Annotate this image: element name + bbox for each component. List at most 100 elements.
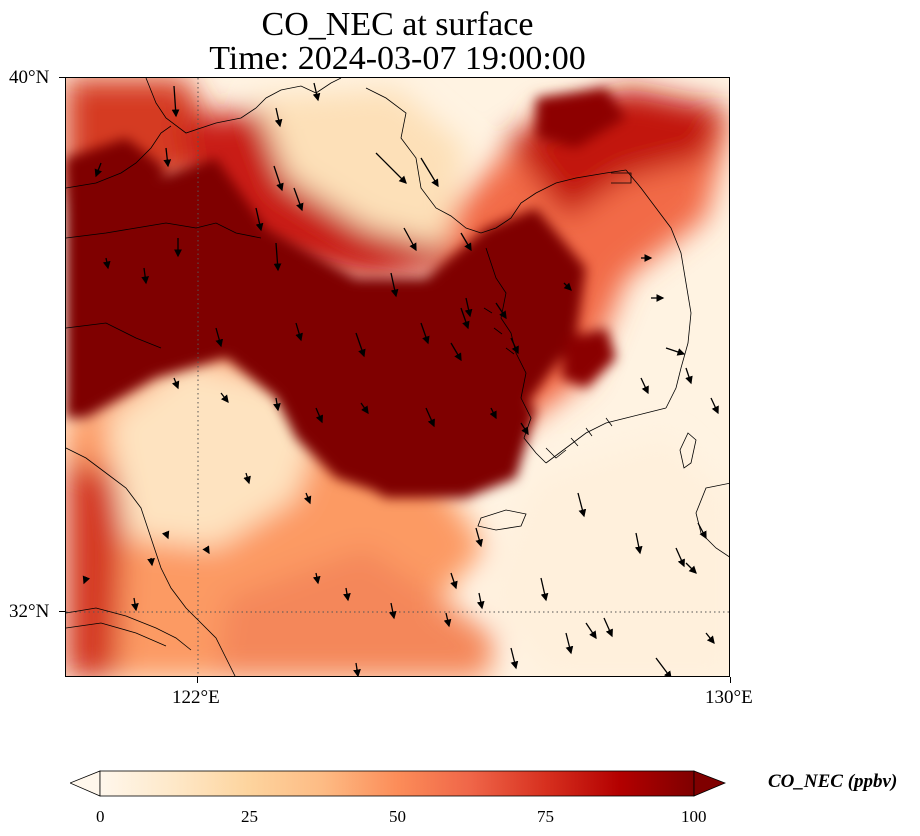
wind-vector bbox=[163, 147, 172, 168]
wind-vector bbox=[171, 377, 180, 390]
coastline-jeju bbox=[477, 509, 527, 531]
wind-vector bbox=[603, 617, 613, 638]
wind-vector bbox=[82, 575, 91, 585]
coastline-china-east bbox=[66, 447, 236, 676]
wind-vector bbox=[520, 422, 529, 436]
wind-vector bbox=[685, 562, 697, 574]
wind-vector bbox=[355, 332, 366, 358]
wind-vector bbox=[243, 472, 251, 485]
wind-vector bbox=[403, 227, 417, 252]
wind-vector bbox=[202, 545, 210, 555]
wind-vector bbox=[390, 272, 399, 298]
wind-vector bbox=[697, 522, 707, 540]
coastline-kyushu bbox=[695, 482, 729, 558]
colorbar-extend-max bbox=[693, 770, 726, 797]
co-concentration-field bbox=[66, 78, 729, 676]
coastline-yangtze-inner bbox=[66, 622, 167, 647]
wind-vector bbox=[274, 107, 283, 128]
wind-vector bbox=[131, 597, 139, 612]
wind-vector bbox=[705, 632, 715, 645]
wind-vector bbox=[420, 157, 439, 188]
wind-vector bbox=[563, 282, 572, 291]
tickmark-40N bbox=[59, 77, 65, 78]
colorbar-extend-min bbox=[70, 770, 101, 797]
field-pale-plume bbox=[106, 358, 326, 548]
wind-vector bbox=[293, 187, 304, 212]
colorbar-tick-100: 100 bbox=[681, 807, 707, 826]
wind-vector bbox=[443, 612, 452, 628]
figure-title-line-1: CO_NEC at surface bbox=[261, 6, 534, 43]
wind-vector bbox=[460, 232, 472, 252]
wind-vector bbox=[476, 592, 485, 610]
wind-vector bbox=[640, 377, 649, 395]
gridlines bbox=[66, 78, 729, 676]
wind-vector bbox=[220, 392, 229, 404]
wind-vector bbox=[353, 662, 361, 676]
wind-vector bbox=[420, 322, 430, 345]
coastline-korea-east bbox=[625, 169, 692, 409]
field-darkred-north-edge bbox=[66, 138, 166, 208]
field-pale-north bbox=[256, 88, 466, 248]
wind-vector bbox=[540, 577, 549, 602]
wind-vector bbox=[464, 297, 473, 318]
wind-vector bbox=[388, 602, 397, 620]
field-red-west bbox=[66, 458, 126, 676]
wind-vector bbox=[273, 242, 282, 272]
colorbar-gradient bbox=[99, 770, 695, 797]
field-pale-southeast bbox=[486, 438, 729, 676]
wind-vector bbox=[510, 337, 519, 355]
colorbar-title: CO_NEC (ppbv) bbox=[768, 771, 898, 792]
wind-vector bbox=[460, 307, 470, 330]
wind-vector bbox=[375, 152, 407, 184]
wind-vector bbox=[343, 587, 351, 602]
wind-vector bbox=[295, 322, 303, 342]
wind-vector bbox=[312, 572, 321, 585]
colorbar-tick-50: 50 bbox=[389, 807, 406, 826]
tickmark-130E bbox=[730, 677, 731, 683]
coastline-yangtze-estuary bbox=[66, 607, 192, 651]
coastline-dmz bbox=[611, 172, 632, 184]
wind-vector bbox=[171, 85, 180, 118]
coastline-bohai-west bbox=[66, 125, 172, 189]
field-orange-south bbox=[216, 548, 496, 676]
map-canvas bbox=[66, 78, 729, 676]
field-darkred-east-patch bbox=[561, 328, 616, 388]
wind-vector bbox=[215, 327, 224, 348]
colorbar bbox=[70, 770, 726, 797]
wind-vector bbox=[425, 407, 435, 428]
wind-vector bbox=[710, 397, 719, 415]
wind-vector bbox=[475, 527, 484, 548]
lat-label-40N: 40°N bbox=[9, 67, 50, 88]
wind-vector bbox=[255, 207, 264, 232]
wind-vector bbox=[675, 547, 685, 568]
coastline-shandong bbox=[66, 222, 262, 239]
wind-vector bbox=[489, 407, 497, 420]
tickmark-122E bbox=[197, 677, 198, 683]
coastline-islands-southwest-korea bbox=[545, 417, 613, 459]
wind-vector bbox=[273, 165, 284, 192]
wind-vector bbox=[655, 657, 672, 676]
wind-vector bbox=[634, 532, 643, 555]
coastline-yellow-sea-north bbox=[365, 87, 627, 234]
coastline-korea-west bbox=[485, 247, 547, 464]
wind-vector bbox=[510, 647, 519, 670]
wind-vector bbox=[312, 82, 321, 102]
colorbar-tick-0: 0 bbox=[96, 807, 105, 826]
colorbar-tick-75: 75 bbox=[537, 807, 554, 826]
coastline-china-inland-boundary bbox=[66, 322, 162, 349]
coastlines bbox=[66, 78, 729, 676]
wind-vector bbox=[94, 162, 102, 178]
wind-vector bbox=[585, 622, 597, 640]
colorbar-tick-25: 25 bbox=[241, 807, 258, 826]
wind-vector bbox=[495, 302, 507, 320]
wind-vector bbox=[360, 402, 369, 415]
wind-vectors bbox=[82, 82, 719, 676]
wind-vector bbox=[161, 530, 170, 540]
lon-label-130E: 130°E bbox=[705, 687, 753, 708]
lon-label-122E: 122°E bbox=[172, 687, 220, 708]
map-panel bbox=[65, 77, 730, 677]
field-darkred-northeast-patch bbox=[536, 88, 626, 148]
wind-vector bbox=[273, 397, 281, 412]
figure-title-line-2: Time: 2024-03-07 19:00:00 bbox=[209, 40, 586, 77]
wind-vector bbox=[450, 572, 458, 590]
